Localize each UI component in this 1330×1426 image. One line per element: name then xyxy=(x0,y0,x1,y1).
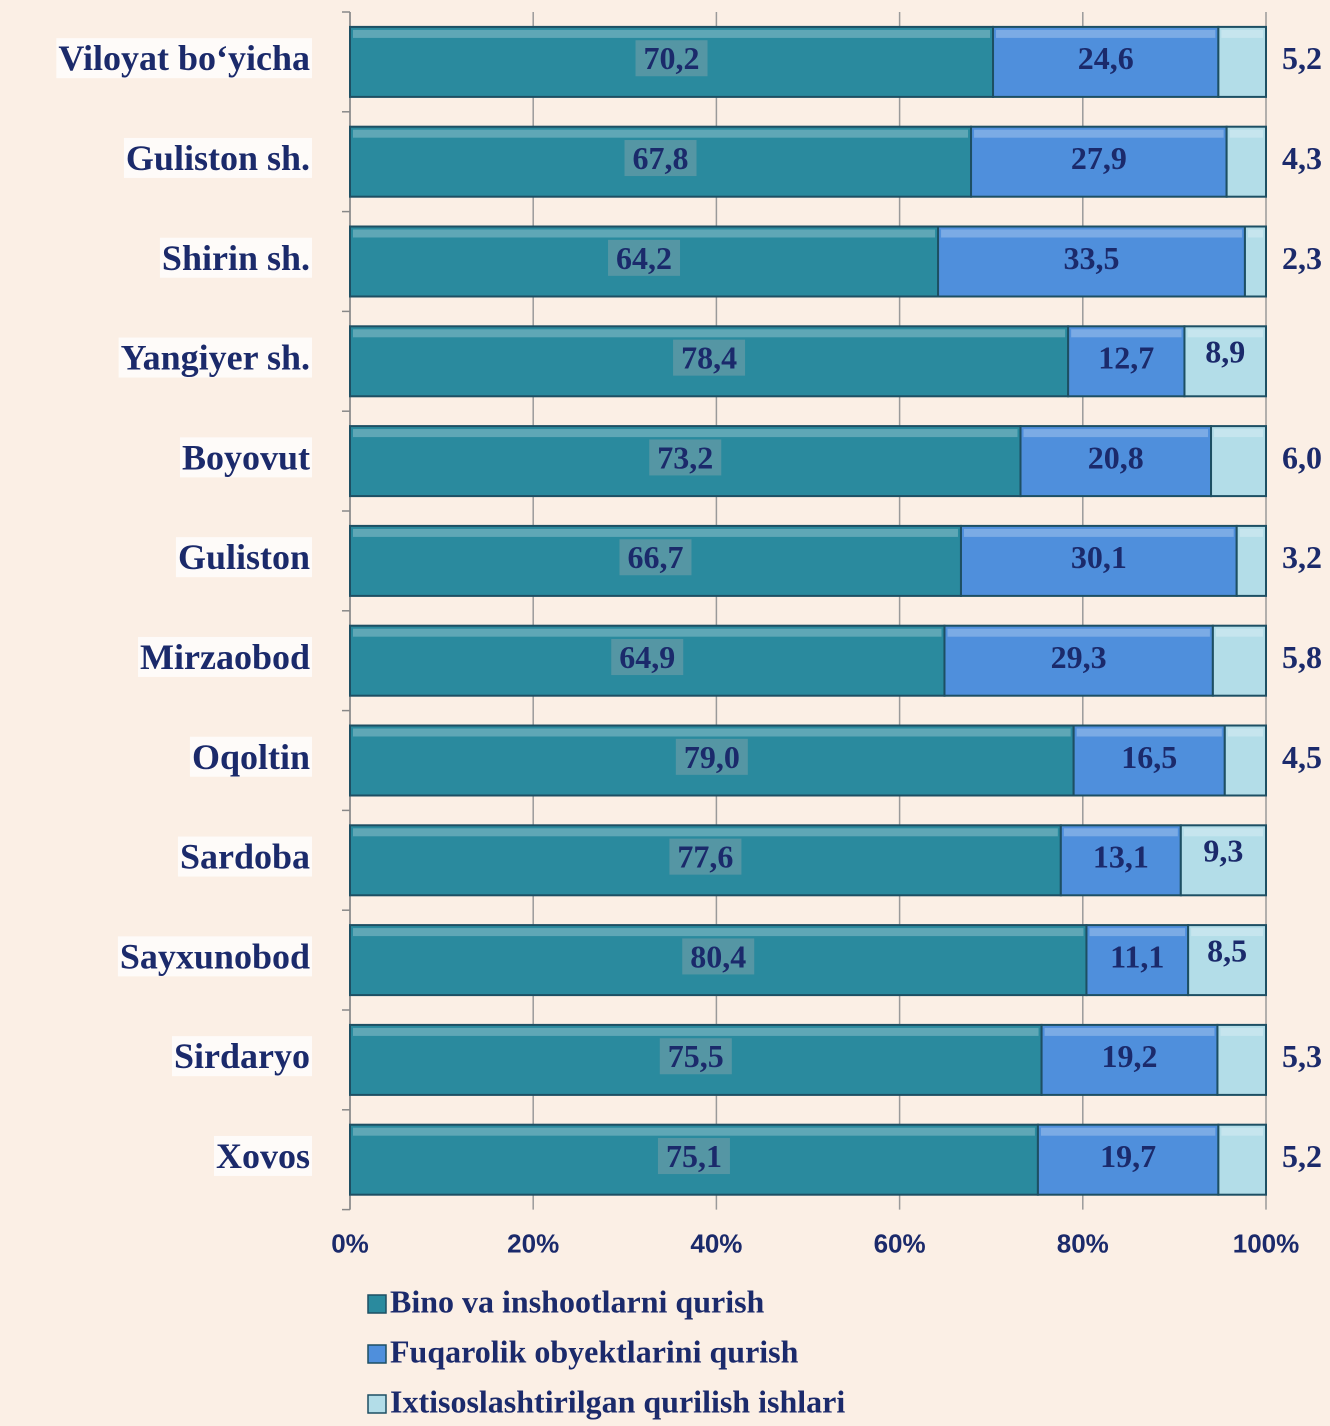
x-tick-label: 40% xyxy=(690,1228,742,1258)
bar-highlight xyxy=(353,130,968,138)
y-tick-label: Xovos xyxy=(216,1136,310,1176)
legend-label: Bino va inshootlarni qurish xyxy=(390,1283,765,1319)
bar-highlight xyxy=(353,230,935,238)
bar-highlight xyxy=(1221,1128,1263,1136)
x-tick-label: 0% xyxy=(331,1228,369,1258)
data-label: 8,5 xyxy=(1207,932,1247,968)
y-tick-label: Sirdaryo xyxy=(174,1036,310,1076)
data-label: 12,7 xyxy=(1098,340,1154,376)
bar-highlight xyxy=(1089,928,1185,936)
data-label: 4,3 xyxy=(1282,140,1322,176)
bar-highlight xyxy=(1064,828,1178,836)
legend-label: Ixtisoslashtirilgan qurilish ishlari xyxy=(390,1383,845,1419)
y-tick-label: Yangiyer sh. xyxy=(121,338,310,378)
bar-highlight xyxy=(947,629,1209,637)
y-tick-label: Guliston xyxy=(178,537,310,577)
data-label: 13,1 xyxy=(1093,839,1149,875)
data-label: 4,5 xyxy=(1282,739,1322,775)
legend-swatch xyxy=(368,1295,386,1313)
data-label: 5,8 xyxy=(1282,639,1322,675)
bar-highlight xyxy=(353,529,958,537)
data-label: 73,2 xyxy=(657,439,713,475)
data-label: 29,3 xyxy=(1051,639,1107,675)
bar-highlight xyxy=(1216,629,1263,637)
x-tick-label: 60% xyxy=(874,1228,926,1258)
bar-highlight xyxy=(964,529,1234,537)
bar-highlight xyxy=(353,729,1071,737)
bar-highlight xyxy=(1240,529,1263,537)
bar-highlight xyxy=(1220,1028,1263,1036)
data-label: 2,3 xyxy=(1282,240,1322,276)
bar-highlight xyxy=(1214,429,1263,437)
data-label: 19,7 xyxy=(1100,1138,1156,1174)
bar-highlight xyxy=(353,1028,1039,1036)
x-tick-label: 80% xyxy=(1057,1228,1109,1258)
y-tick-label: Shirin sh. xyxy=(162,238,310,278)
data-label: 20,8 xyxy=(1088,439,1144,475)
data-label: 27,9 xyxy=(1071,140,1127,176)
y-tick-label: Oqoltin xyxy=(192,737,310,777)
data-label: 33,5 xyxy=(1064,240,1120,276)
legend-label: Fuqarolik obyektlarini qurish xyxy=(390,1333,799,1369)
chart: 0% 20% 40% 60% 80% 100% Viloyat bo‘yicha 70,2 24… xyxy=(0,0,1330,1426)
data-label: 80,4 xyxy=(690,938,746,974)
x-tick-label: 20% xyxy=(507,1228,559,1258)
bar-highlight xyxy=(353,30,990,38)
data-label: 79,0 xyxy=(684,739,740,775)
data-label: 64,9 xyxy=(619,639,675,675)
bar-highlight xyxy=(353,629,941,637)
y-tick-label: Sayxunobod xyxy=(120,936,310,976)
bar-highlight xyxy=(1071,329,1181,337)
data-label: 67,8 xyxy=(633,140,689,176)
data-label: 11,1 xyxy=(1110,938,1164,974)
y-tick-label: Mirzaobod xyxy=(140,637,310,677)
data-label: 9,3 xyxy=(1203,833,1243,869)
bar-highlight xyxy=(1221,30,1263,38)
data-label: 16,5 xyxy=(1121,739,1177,775)
bar-highlight xyxy=(353,429,1018,437)
y-tick-label: Boyovut xyxy=(182,437,310,477)
data-label: 5,2 xyxy=(1282,40,1322,76)
data-label: 8,9 xyxy=(1205,334,1245,370)
data-label: 75,1 xyxy=(666,1138,722,1174)
background xyxy=(0,0,1330,1426)
data-label: 77,6 xyxy=(677,839,733,875)
y-tick-label: Viloyat bo‘yicha xyxy=(58,38,310,78)
data-label: 5,2 xyxy=(1282,1138,1322,1174)
bar-highlight xyxy=(1230,130,1263,138)
legend-swatch xyxy=(368,1395,386,1413)
data-label: 6,0 xyxy=(1282,439,1322,475)
data-label: 5,3 xyxy=(1282,1038,1322,1074)
data-label: 64,2 xyxy=(616,240,672,276)
bar-highlight xyxy=(353,329,1065,337)
data-label: 78,4 xyxy=(681,340,737,376)
y-tick-label: Guliston sh. xyxy=(126,138,310,178)
data-label: 70,2 xyxy=(644,40,700,76)
bar-highlight xyxy=(974,130,1224,138)
bar-highlight xyxy=(1024,429,1209,437)
legend-swatch xyxy=(368,1345,386,1363)
bar-highlight xyxy=(996,30,1215,38)
data-label: 66,7 xyxy=(627,539,683,575)
bar-highlight xyxy=(1228,729,1263,737)
bar-highlight xyxy=(941,230,1242,238)
bar-highlight xyxy=(1041,1128,1215,1136)
data-label: 75,5 xyxy=(668,1038,724,1074)
bar-highlight xyxy=(353,828,1058,836)
y-tick-label: Sardoba xyxy=(180,837,310,877)
x-tick-label: 100% xyxy=(1233,1228,1300,1258)
data-label: 30,1 xyxy=(1071,539,1127,575)
data-label: 3,2 xyxy=(1282,539,1322,575)
bar-highlight xyxy=(353,928,1083,936)
bar-highlight xyxy=(1248,230,1263,238)
bar-highlight xyxy=(1077,729,1222,737)
bar-highlight xyxy=(1045,1028,1215,1036)
data-label: 24,6 xyxy=(1078,40,1134,76)
bar-highlight xyxy=(353,1128,1035,1136)
data-label: 19,2 xyxy=(1102,1038,1158,1074)
